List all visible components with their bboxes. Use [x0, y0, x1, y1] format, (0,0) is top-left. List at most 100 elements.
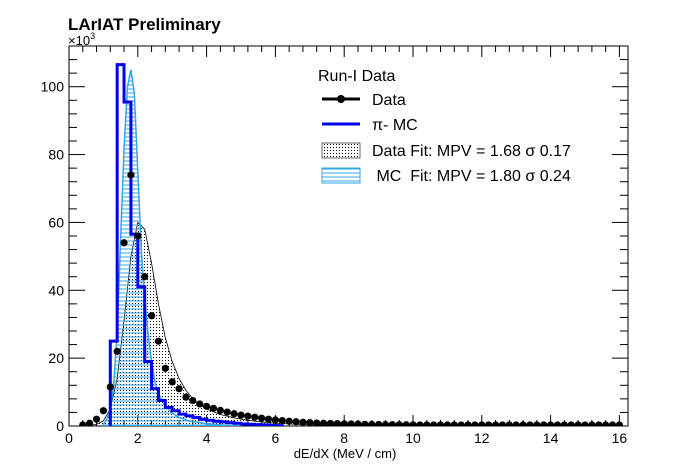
x-tick-label: 0	[65, 430, 73, 446]
data-point	[182, 393, 190, 401]
data-point	[485, 421, 493, 426]
legend-data-fit-swatch	[321, 142, 361, 159]
data-point	[216, 406, 224, 414]
data-point	[230, 410, 238, 418]
data-point	[223, 408, 231, 416]
data-point	[526, 421, 534, 426]
data-point	[547, 421, 555, 426]
data-point	[319, 419, 328, 426]
legend-entry-mc-fit: MC Fit: MPV = 1.80 σ 0.24	[321, 167, 571, 185]
data-point	[175, 385, 183, 393]
data-point	[189, 396, 197, 405]
data-point	[127, 171, 135, 179]
data-point	[313, 419, 321, 426]
data-point	[423, 421, 431, 426]
data-point	[478, 421, 486, 426]
y-tick-label: 80	[48, 147, 64, 163]
y-multiplier: ×103	[68, 31, 95, 48]
data-point	[86, 419, 94, 426]
data-point	[457, 421, 465, 426]
plot-area	[79, 63, 623, 426]
data-point	[209, 404, 218, 412]
data-point	[560, 421, 568, 426]
data-point	[443, 421, 451, 426]
data-point	[99, 407, 107, 415]
data-point	[498, 421, 507, 426]
data-point	[237, 411, 245, 419]
x-tick-label: 14	[543, 430, 559, 446]
data-point	[381, 420, 390, 426]
legend-data-marker	[337, 95, 345, 103]
data-point	[161, 364, 169, 372]
data-point	[450, 421, 458, 426]
y-tick-label: 100	[41, 79, 65, 95]
data-point	[567, 421, 575, 426]
x-tick-label: 16	[612, 430, 628, 446]
data-point	[430, 421, 438, 426]
chart-title: LArIAT Preliminary	[68, 15, 221, 34]
data-point	[416, 421, 424, 426]
data-point	[361, 420, 369, 426]
data-point	[333, 420, 341, 426]
data-point	[395, 421, 403, 426]
y-tick-label: 60	[48, 214, 64, 230]
data-point	[409, 421, 417, 426]
data-point	[588, 421, 596, 426]
data-point	[271, 416, 279, 424]
data-point	[113, 347, 121, 355]
legend: Run-I Data Data π- MC Data Fit: MPV = 1.…	[318, 68, 571, 185]
x-tick-label: 4	[203, 430, 211, 446]
y-tick-label: 0	[56, 418, 64, 434]
data-point	[553, 421, 562, 426]
data-point	[436, 421, 445, 426]
legend-data-fit-label: Data Fit: MPV = 1.68 σ 0.17	[372, 143, 571, 160]
data-point	[505, 421, 513, 426]
data-point	[595, 421, 603, 426]
data-point	[608, 421, 617, 426]
data-point	[512, 421, 520, 426]
legend-entry-data: Data	[322, 92, 406, 109]
data-point	[340, 420, 348, 426]
legend-entry-data-fit: Data Fit: MPV = 1.68 σ 0.17	[321, 142, 571, 160]
data-point	[615, 421, 623, 426]
data-point	[368, 420, 376, 426]
data-point	[79, 421, 87, 426]
x-tick-label: 10	[405, 430, 421, 446]
data-points-layer	[79, 171, 623, 426]
data-point	[581, 421, 589, 426]
data-point	[388, 421, 396, 426]
mc-histogram-layer	[108, 63, 284, 426]
legend-mc-fit-swatch	[321, 167, 361, 184]
data-point	[141, 273, 149, 281]
y-multiplier-base: ×10	[68, 33, 90, 48]
data-point	[147, 312, 156, 320]
data-point	[196, 400, 204, 408]
data-point	[402, 421, 410, 426]
data-point	[154, 337, 163, 345]
x-axis-label: dE/dX (MeV / cm)	[294, 446, 397, 461]
data-point	[278, 416, 286, 425]
data-point	[244, 412, 252, 420]
mc-histogram	[108, 63, 284, 426]
data-point	[347, 420, 355, 426]
legend-entry-mc: π- MC	[322, 117, 418, 134]
x-tick-label: 2	[134, 430, 142, 446]
data-point	[264, 415, 273, 423]
data-point	[533, 421, 541, 426]
x-tick-label: 8	[340, 430, 348, 446]
data-point	[354, 420, 362, 426]
legend-mc-label: π- MC	[372, 117, 418, 134]
data-point	[92, 415, 101, 423]
data-point	[299, 418, 307, 426]
data-point	[491, 421, 500, 426]
legend-data-label: Data	[372, 92, 406, 109]
data-point	[134, 232, 142, 240]
data-point	[471, 421, 479, 426]
x-tick-label: 12	[474, 430, 490, 446]
data-point	[251, 413, 259, 421]
y-multiplier-exponent: 3	[90, 31, 95, 41]
legend-header: Run-I Data	[318, 68, 395, 85]
y-tick-label: 20	[48, 350, 64, 366]
data-point	[574, 421, 582, 426]
